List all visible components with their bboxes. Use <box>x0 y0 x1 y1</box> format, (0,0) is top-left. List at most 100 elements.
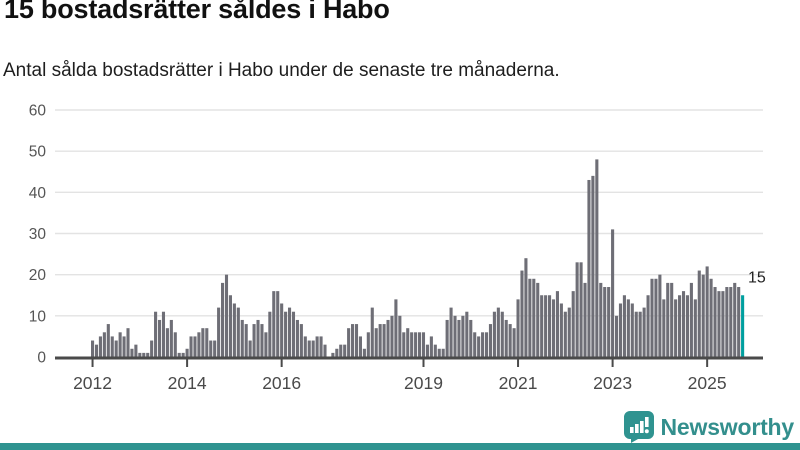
bar-month <box>240 319 244 357</box>
x-axis-tick-label: 2016 <box>262 373 301 393</box>
bar-month <box>217 307 221 357</box>
bar-month <box>126 328 130 357</box>
bar-month <box>378 324 382 357</box>
bar-month <box>260 324 264 357</box>
bar-month <box>398 315 402 357</box>
bar-month <box>394 299 398 357</box>
bar-month <box>473 332 477 357</box>
bar-month <box>701 274 705 357</box>
bar-month <box>662 299 666 357</box>
bar-month <box>221 282 225 357</box>
bar-month <box>548 295 552 357</box>
bar-month <box>461 315 465 357</box>
bar-month <box>138 352 142 357</box>
bar-month <box>457 319 461 357</box>
bar-month <box>445 319 449 357</box>
bar-month <box>284 311 288 357</box>
bar-month <box>157 319 162 357</box>
bar-month <box>213 340 217 357</box>
bar-month <box>114 340 118 357</box>
x-axis-tick-label: 2012 <box>73 373 112 393</box>
bar-month <box>614 315 619 357</box>
x-axis-tick-label: 2025 <box>688 373 727 393</box>
bar-month <box>437 348 441 357</box>
bar-month <box>134 344 138 357</box>
bar-month <box>477 336 481 357</box>
x-axis-tick-label: 2023 <box>593 373 632 393</box>
bar-month <box>465 311 469 357</box>
bar-month <box>441 348 445 357</box>
bar-month <box>544 295 548 357</box>
bar-month <box>205 328 209 357</box>
y-axis-tick-label: 20 <box>29 267 47 284</box>
bar-month <box>370 307 374 357</box>
bar-month <box>91 340 95 357</box>
bar-month <box>551 299 556 357</box>
x-axis-tick-label: 2019 <box>404 373 443 393</box>
bar-month <box>685 295 689 357</box>
bar-month <box>311 340 315 357</box>
bar-month <box>481 332 485 357</box>
bar-month <box>709 278 713 357</box>
bar-month <box>681 291 686 357</box>
x-axis-tick-label: 2014 <box>168 373 207 393</box>
bar-month <box>295 319 299 357</box>
bar-month <box>449 307 453 357</box>
bar-current-highlight <box>741 295 745 357</box>
chart-title: 15 bostadsrätter såldes i Habo <box>4 0 390 24</box>
bar-month <box>516 299 520 357</box>
bar-month <box>630 303 634 357</box>
bar-month <box>654 278 658 357</box>
y-axis-tick-label: 30 <box>29 226 47 243</box>
bar-month <box>642 307 646 357</box>
bar-month <box>583 282 587 357</box>
bar-month <box>496 307 500 357</box>
bar-month <box>425 344 429 357</box>
bar-month <box>591 175 595 357</box>
bar-month <box>433 344 437 357</box>
bar-month <box>536 282 540 357</box>
bar-month <box>331 352 335 357</box>
bar-month <box>567 307 571 357</box>
y-axis-tick-label: 0 <box>37 350 46 367</box>
bar-month <box>272 291 276 357</box>
bar-month <box>347 328 351 357</box>
bar-month <box>622 295 626 357</box>
bar-month <box>410 332 414 357</box>
bar-month <box>737 287 741 357</box>
bar-month <box>626 299 630 357</box>
bar-month <box>236 307 240 357</box>
bar-month <box>532 278 536 357</box>
bar-month <box>587 179 591 357</box>
bar-month <box>362 348 366 357</box>
newsworthy-wordmark: Newsworthy <box>660 413 795 440</box>
y-axis-tick-label: 50 <box>29 144 47 161</box>
bar-month <box>165 328 169 357</box>
bar-month <box>382 324 386 357</box>
bar-month <box>94 344 99 357</box>
x-axis-tick-label: 2021 <box>499 373 538 393</box>
bar-month <box>414 332 418 357</box>
bar-month <box>224 274 229 357</box>
bar-month <box>98 336 102 357</box>
bar-month <box>638 311 642 357</box>
bar-month <box>307 340 311 357</box>
bar-month <box>150 340 154 357</box>
bar-month <box>110 336 114 357</box>
bar-month <box>453 315 457 357</box>
bar-month <box>618 303 623 357</box>
bar-month <box>291 311 296 357</box>
bar-month <box>386 319 390 357</box>
bar-month <box>650 278 654 357</box>
bar-month <box>670 282 674 357</box>
bar-month <box>280 303 284 357</box>
bar-month <box>169 319 173 357</box>
bar-month <box>181 352 185 357</box>
bar-month <box>142 352 146 357</box>
bar-month <box>500 311 504 357</box>
bar-month <box>721 291 725 357</box>
bar-month <box>351 324 355 357</box>
bar-month <box>406 328 410 357</box>
bar-month <box>579 262 583 357</box>
